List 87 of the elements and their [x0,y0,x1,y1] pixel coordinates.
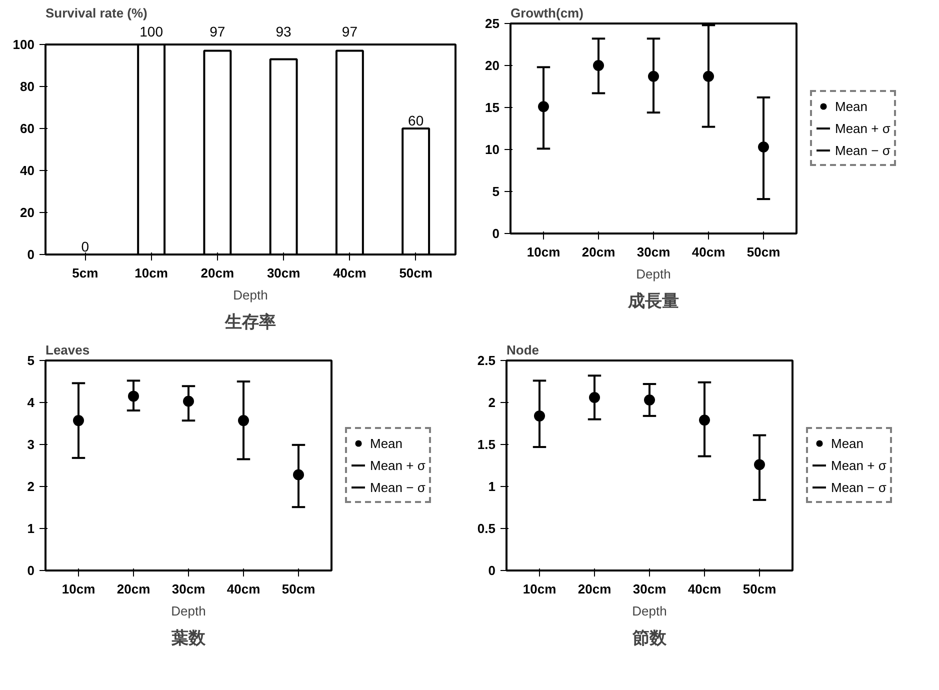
point [758,141,769,152]
point [699,414,710,426]
text: 成長量 [627,292,679,312]
text: Mean − σ [835,142,890,158]
x-tick-label: 20cm [116,582,150,596]
y-tick-label: 1 [27,521,35,536]
point [534,410,545,422]
y-axis-title: Survival rate (%) [46,6,148,20]
y-tick-label: 5 [492,184,500,199]
y-tick-label: 2 [488,395,496,410]
data-label: 97 [210,24,226,40]
text: Mean + σ [370,458,426,472]
x-tick-label: 40cm [688,582,722,596]
y-tick-label: 10 [485,142,500,157]
point [648,70,659,82]
x-tick-label: 50cm [746,244,780,260]
y-tick-label: 2 [27,479,35,494]
x-tick-label: 40cm [692,244,726,260]
text: Mean + σ [835,120,890,136]
y-tick-label: 4 [27,395,36,410]
x-axis-title: Depth [171,604,206,618]
y-axis-title: Growth(cm) [510,6,584,20]
data-label: 97 [342,24,358,40]
x-axis-title: Depth [632,604,667,618]
y-axis-title: Node [506,342,539,358]
y-tick-label: 1.5 [477,437,496,452]
point [538,101,549,112]
x-tick-label: 10cm [62,582,96,596]
x-tick-label: 50cm [399,266,432,280]
data-label: 0 [81,238,90,254]
x-tick-label: 10cm [526,244,560,260]
legend-label: Mean [831,436,864,450]
data-label: 60 [408,112,424,128]
data-label: 93 [276,24,292,40]
y-tick-label: 0.5 [477,521,496,536]
x-tick-label: 50cm [282,582,316,596]
point [703,70,714,82]
y-tick-label: 0 [492,226,500,241]
x-tick-label: 5cm [72,266,98,280]
x-tick-label: 50cm [742,582,776,596]
y-tick-label: 100 [12,37,35,52]
point [73,415,84,426]
x-tick-label: 10cm [522,582,556,596]
text: 生存率 [224,312,276,332]
text: Mean − σ [370,480,426,494]
text: 節数 [632,628,668,648]
x-tick-label: 30cm [172,582,206,596]
x-axis-title: Depth [233,288,268,302]
x-tick-label: 30cm [266,266,300,280]
y-axis-title: Leaves [46,342,90,358]
point [128,390,139,402]
x-tick-label: 40cm [226,582,260,596]
y-tick-label: 40 [20,163,35,178]
y-tick-label: 25 [485,16,500,31]
x-axis-title: Depth [636,266,671,282]
text: Mean − σ [831,480,886,494]
legend-label: Mean [835,98,868,114]
y-tick-label: 0 [488,563,496,578]
point [644,394,655,406]
x-tick-label: 40cm [333,266,366,280]
x-tick-label: 30cm [636,244,670,260]
x-tick-label: 30cm [632,582,666,596]
point [183,396,194,407]
point [754,459,765,470]
y-tick-label: 80 [20,79,35,94]
y-tick-label: 0 [27,563,35,578]
x-tick-label: 20cm [582,244,616,260]
y-tick-label: 20 [485,58,500,73]
point [593,60,604,71]
text: 葉数 [170,628,206,648]
y-tick-label: 60 [20,121,35,136]
point [238,415,249,426]
text: Mean + σ [831,458,886,472]
x-tick-label: 20cm [578,582,612,596]
y-tick-label: 0 [27,247,35,262]
x-tick-label: 10cm [134,266,168,280]
point [589,392,600,403]
legend-label: Mean [370,436,403,450]
y-tick-label: 20 [20,205,35,220]
y-tick-label: 5 [27,353,35,368]
x-tick-label: 20cm [200,266,234,280]
point [293,469,304,480]
y-tick-label: 15 [485,100,500,115]
y-tick-label: 3 [27,437,35,452]
data-label: 100 [140,24,164,40]
y-tick-label: 1 [488,479,496,494]
y-tick-label: 2.5 [477,353,496,368]
